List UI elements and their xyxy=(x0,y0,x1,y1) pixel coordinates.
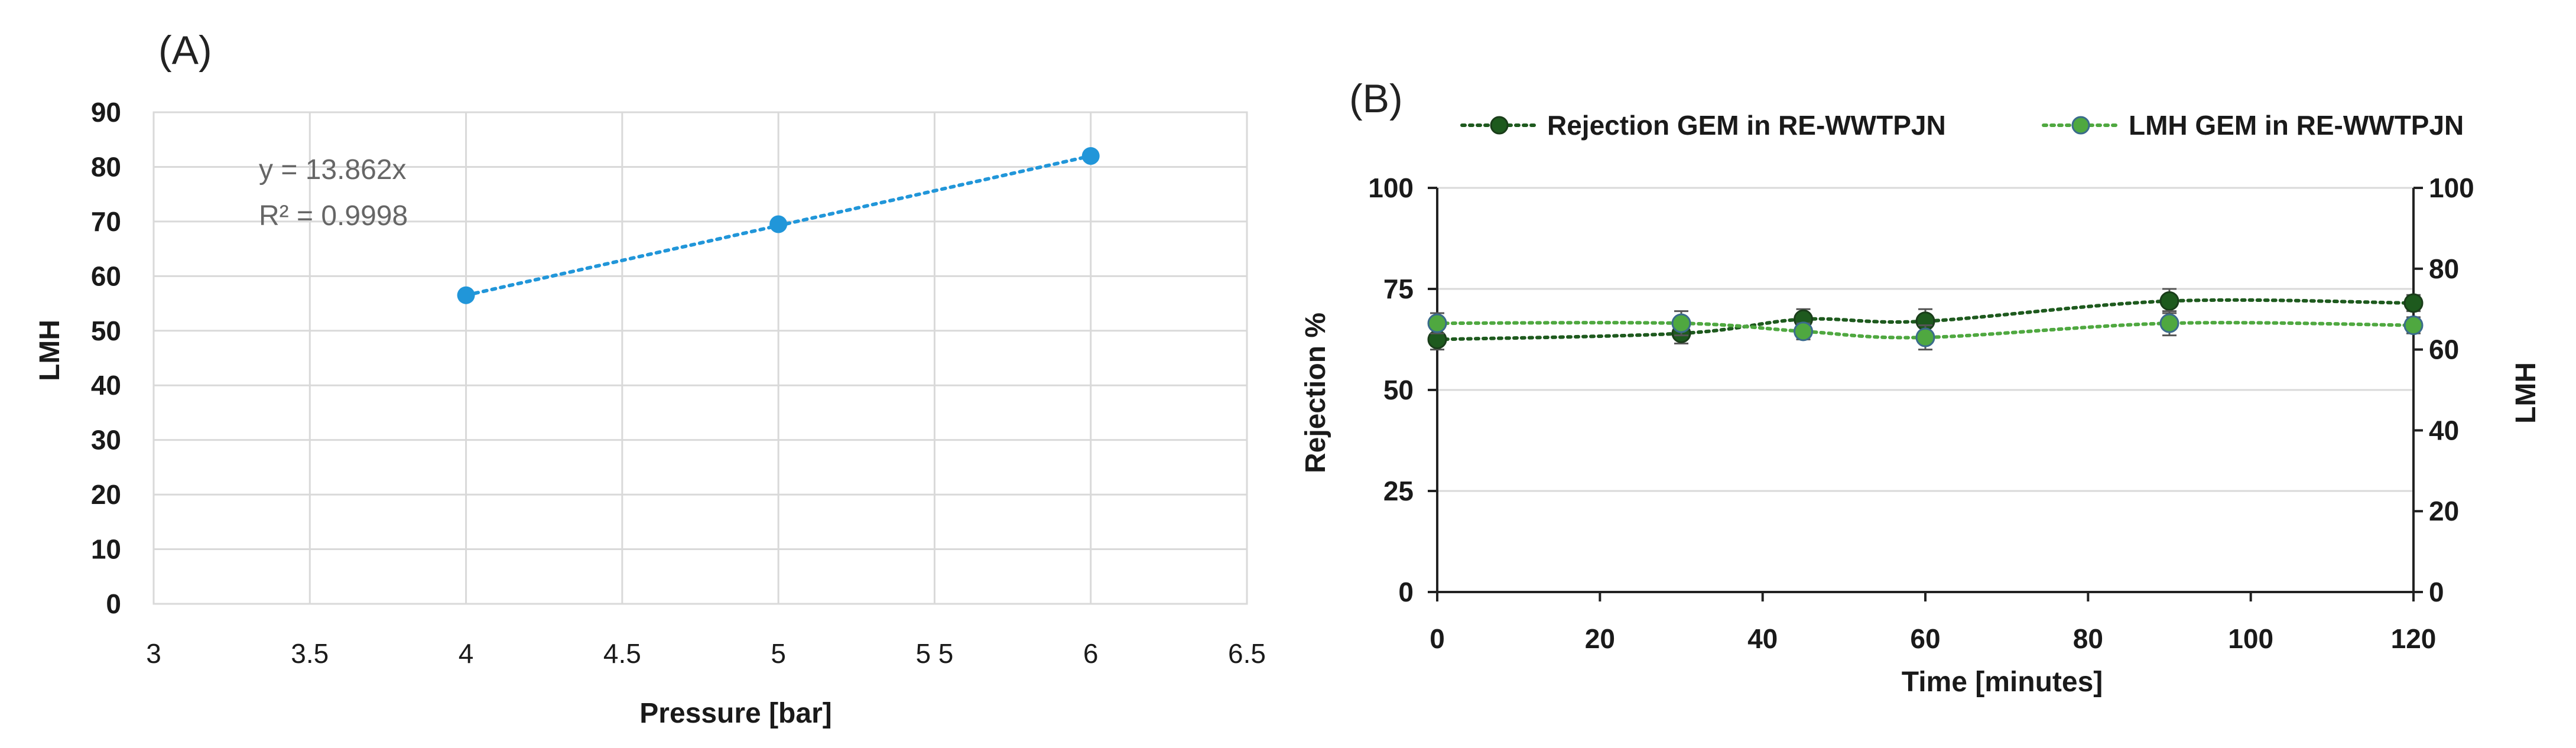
trendline-r-squared: R² = 0.9998 xyxy=(259,200,408,232)
x-tick-label: 3 xyxy=(146,638,161,669)
series-line xyxy=(1435,298,2415,342)
data-point xyxy=(2403,293,2424,313)
x-tick-label: 80 xyxy=(2073,623,2103,654)
data-point xyxy=(1081,147,1100,165)
left-y-tick-label: 75 xyxy=(1383,274,1414,304)
panel-b: (B) Rejection GEM in RE-WWTPJN LMH GEM i… xyxy=(1300,76,2542,698)
y-tick-label: 20 xyxy=(91,479,121,510)
x-tick-label: 4 xyxy=(459,638,474,669)
data-point xyxy=(2159,291,2179,311)
legend-swatch-marker xyxy=(1490,116,1509,135)
data-point xyxy=(1427,313,1447,333)
x-tick-label: 6.5 xyxy=(1228,638,1266,669)
left-y-tick-label: 100 xyxy=(1368,173,1414,203)
panel-a-gridlines xyxy=(152,111,1248,605)
legend-item-rejection: Rejection GEM in RE-WWTPJN xyxy=(1460,110,1946,141)
panel-b-x-ticks: 0 20 40 60 80 100 120 xyxy=(1430,592,2436,654)
y-tick-label: 30 xyxy=(91,425,121,456)
panel-a: (A) 3 3.5 4 4.5 5 5 5 6 6.5 0 10 20 30 40 50 60 70 80 90… xyxy=(34,28,1266,729)
right-y-tick-label: 60 xyxy=(2429,334,2459,365)
panel-a-label: (A) xyxy=(158,28,212,73)
left-y-tick-label: 25 xyxy=(1383,476,1414,506)
data-point xyxy=(769,215,788,233)
x-tick-label: 0 xyxy=(1430,623,1445,654)
right-y-tick-label: 40 xyxy=(2429,415,2459,445)
data-point xyxy=(2403,316,2424,336)
panel-b-right-axis-title: LMH xyxy=(2510,362,2542,424)
data-point xyxy=(1794,321,1813,342)
legend-item-lmh: LMH GEM in RE-WWTPJN xyxy=(2042,110,2464,141)
series-lmh xyxy=(1427,310,2424,351)
panel-b-label: (B) xyxy=(1349,76,1403,121)
y-tick-label: 70 xyxy=(91,206,121,237)
panel-b-left-axis-title: Rejection % xyxy=(1300,313,1331,473)
panel-a-x-ticks: 3 3.5 4 4.5 5 5 5 6 6.5 xyxy=(146,638,1266,669)
legend-label-lmh: LMH GEM in RE-WWTPJN xyxy=(2129,110,2464,141)
y-tick-label: 40 xyxy=(91,370,121,401)
panel-a-x-axis-title: Pressure [bar] xyxy=(639,698,831,729)
y-tick-label: 60 xyxy=(91,261,121,291)
panel-a-plot-frame xyxy=(152,111,1248,605)
panel-b-legend: Rejection GEM in RE-WWTPJN LMH GEM in RE… xyxy=(1460,110,2464,141)
left-y-tick-label: 0 xyxy=(1398,577,1414,607)
y-tick-label: 90 xyxy=(91,97,121,128)
data-point xyxy=(2159,313,2179,333)
panel-b-right-y-ticks: 0 20 40 60 80 100 xyxy=(2413,173,2474,607)
y-tick-label: 0 xyxy=(106,588,121,619)
left-y-tick-label: 50 xyxy=(1383,375,1414,405)
panel-a-y-axis-title: LMH xyxy=(34,320,66,381)
x-tick-label: 20 xyxy=(1585,623,1615,654)
right-y-tick-label: 0 xyxy=(2429,577,2444,607)
x-tick-label: 100 xyxy=(2228,623,2273,654)
x-tick-label: 40 xyxy=(1747,623,1778,654)
series-line xyxy=(1435,321,2415,340)
panel-a-y-ticks: 0 10 20 30 40 50 60 70 80 90 xyxy=(91,97,121,619)
right-y-tick-label: 20 xyxy=(2429,496,2459,526)
data-point xyxy=(1915,327,1935,347)
x-tick-label: 6 xyxy=(1083,638,1099,669)
data-point xyxy=(1671,313,1691,333)
panel-b-x-axis-title: Time [minutes] xyxy=(1902,666,2103,698)
y-tick-label: 50 xyxy=(91,316,121,346)
x-tick-label: 3.5 xyxy=(291,638,329,669)
x-tick-label: 60 xyxy=(1910,623,1940,654)
right-y-tick-label: 100 xyxy=(2429,173,2474,203)
legend-swatch-marker xyxy=(2071,116,2090,135)
x-tick-label: 5 5 xyxy=(915,638,953,669)
x-tick-label: 4.5 xyxy=(603,638,641,669)
right-y-tick-label: 80 xyxy=(2429,253,2459,284)
panel-b-left-y-ticks: 0 25 50 75 100 xyxy=(1368,173,1437,607)
trendline-equation: y = 13.862x xyxy=(259,154,407,186)
x-tick-label: 5 xyxy=(771,638,786,669)
y-tick-label: 80 xyxy=(91,151,121,182)
x-tick-label: 120 xyxy=(2391,623,2437,654)
panel-b-series xyxy=(1427,288,2424,351)
panel-a-points xyxy=(457,147,1100,304)
legend-label-rejection: Rejection GEM in RE-WWTPJN xyxy=(1547,110,1946,141)
data-point xyxy=(457,286,475,304)
y-tick-label: 10 xyxy=(91,534,121,565)
